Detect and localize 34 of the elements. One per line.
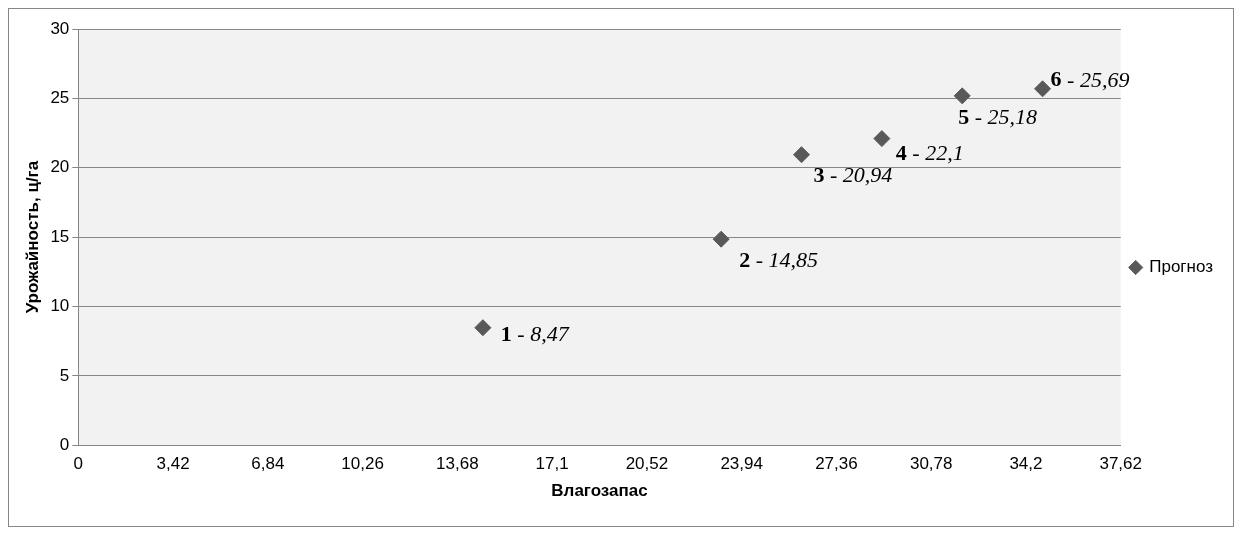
y-tick-label: 5 <box>59 365 70 385</box>
x-tick-label: 27,36 <box>815 454 858 474</box>
point <box>474 319 492 337</box>
y-tick-label: 10 <box>50 296 70 316</box>
x-tick-label: 37,62 <box>1099 454 1142 474</box>
point <box>1034 80 1052 98</box>
annotation: 3 - 20,94 <box>813 162 893 188</box>
x-tick-label: 30,78 <box>909 454 953 474</box>
annotation: 6 - 25,69 <box>1050 66 1130 92</box>
x-tick-label: 13,68 <box>436 454 479 474</box>
y-tick-label: 20 <box>50 157 70 177</box>
y-axis-title: Урожайность, ц/га <box>22 160 42 314</box>
annotation: 4 - 22,1 <box>895 140 964 166</box>
x-tick-label: 20,52 <box>625 454 669 474</box>
point <box>953 87 971 105</box>
y-tick-label: 0 <box>59 434 70 454</box>
x-tick-label: 23,94 <box>720 454 763 474</box>
point <box>712 230 730 248</box>
legend-label: Прогноз <box>1149 257 1214 277</box>
y-tick-label: 15 <box>50 226 70 246</box>
annotation: 1 - 8,47 <box>500 321 570 347</box>
x-tick-label: 3,42 <box>156 454 190 474</box>
x-tick-label: 17,1 <box>535 454 569 474</box>
point <box>793 146 811 164</box>
x-tick-label: 34,2 <box>1009 454 1043 474</box>
annotation: 2 - 14,85 <box>739 246 818 272</box>
point <box>873 130 891 148</box>
x-tick-label: 6,84 <box>251 454 285 474</box>
x-tick-label: 0 <box>73 454 84 474</box>
annotation: 5 - 25,18 <box>958 103 1038 129</box>
x-axis-title: Влагозапас <box>551 481 648 501</box>
y-tick-label: 25 <box>50 88 70 108</box>
x-tick-label: 10,26 <box>341 454 384 474</box>
y-tick-label: 30 <box>50 18 70 38</box>
